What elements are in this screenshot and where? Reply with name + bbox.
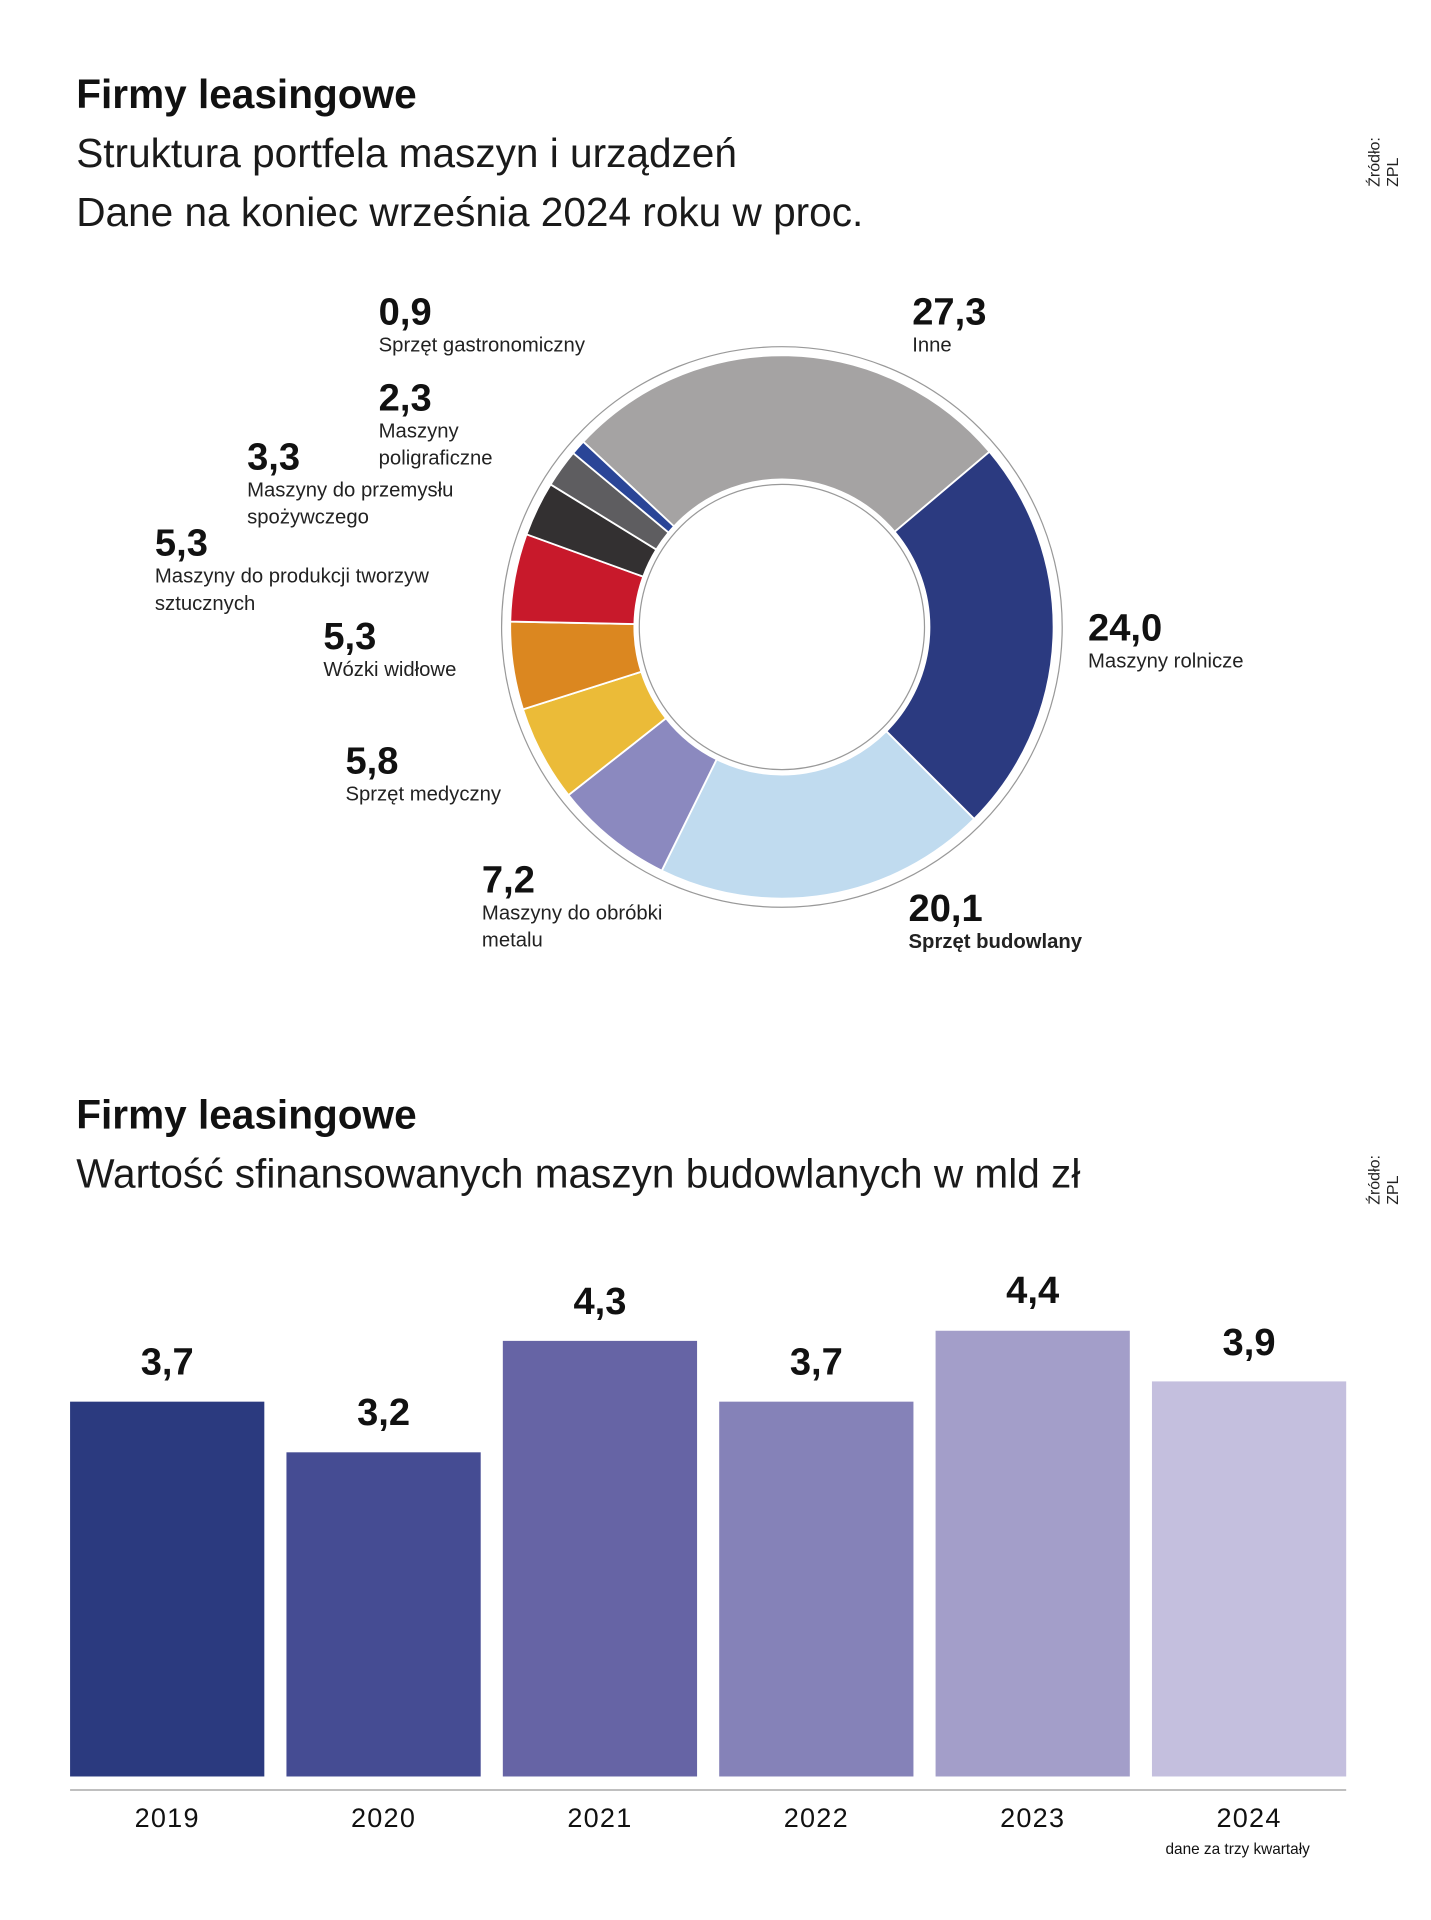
slice-value: 2,3 bbox=[378, 376, 432, 420]
slice-label: Sprzęt medyczny bbox=[345, 783, 502, 806]
x-tick-label: 2022 bbox=[783, 1802, 849, 1834]
donut-inner-ring bbox=[638, 483, 926, 771]
donut-slice bbox=[660, 729, 976, 900]
slice-label: Maszyny do przemysłu spożywczego bbox=[247, 479, 454, 529]
slice-value: 20,1 bbox=[908, 886, 983, 930]
bar bbox=[70, 1401, 265, 1777]
donut-outer-ring bbox=[500, 346, 1063, 908]
slice-value: 24,0 bbox=[1088, 606, 1163, 650]
bar-subtitle: Wartość sfinansowanych maszyn budowlanyc… bbox=[76, 1150, 1081, 1197]
x-tick-label: 2023 bbox=[1000, 1802, 1066, 1834]
slice-label: Maszyny poligraficzne bbox=[378, 420, 493, 470]
slice-label: Maszyny do produkcji tworzyw sztucznych bbox=[154, 565, 429, 615]
slice-label: Inne bbox=[912, 334, 952, 357]
slice-value: 5,3 bbox=[323, 614, 377, 658]
bar-value-label: 3,7 bbox=[789, 1340, 843, 1384]
x-tick-label: 2019 bbox=[134, 1802, 200, 1834]
donut-slice bbox=[581, 354, 991, 534]
slice-label: Maszyny do obróbki metalu bbox=[481, 902, 663, 952]
bar bbox=[502, 1340, 698, 1777]
slice-label: Sprzęt gastronomiczny bbox=[378, 334, 585, 357]
donut-subtitle-2: Dane na koniec września 2024 roku w proc… bbox=[76, 189, 864, 235]
slice-value: 7,2 bbox=[481, 858, 535, 902]
donut-subtitle-1: Struktura portfela maszyn i urządzeń bbox=[76, 130, 737, 176]
bar bbox=[935, 1330, 1130, 1777]
slice-label: Sprzęt budowlany bbox=[908, 930, 1083, 953]
bar-value-label: 4,3 bbox=[573, 1279, 627, 1323]
slice-label: Wózki widłowe bbox=[323, 658, 457, 682]
bar-title: Firmy leasingowe bbox=[76, 1091, 417, 1138]
bar-value-label: 3,7 bbox=[140, 1340, 194, 1384]
donut-slice bbox=[571, 440, 676, 534]
slice-value: 27,3 bbox=[912, 290, 987, 334]
bar bbox=[286, 1452, 481, 1777]
bar bbox=[1151, 1381, 1347, 1777]
slice-value: 5,8 bbox=[345, 738, 399, 782]
bar bbox=[719, 1401, 914, 1777]
slice-value: 5,3 bbox=[154, 521, 208, 565]
donut-slice bbox=[885, 450, 1055, 821]
bar-note: dane za trzy kwartały bbox=[1165, 1840, 1310, 1858]
slice-value: 0,9 bbox=[378, 290, 432, 334]
x-tick-label: 2020 bbox=[351, 1802, 417, 1834]
donut-chart bbox=[500, 346, 1063, 908]
bar-value-label: 4,4 bbox=[1006, 1269, 1060, 1313]
slice-value: 3,3 bbox=[247, 435, 301, 479]
donut-title: Firmy leasingowe bbox=[76, 71, 417, 117]
slice-label: Maszyny rolnicze bbox=[1088, 650, 1244, 673]
x-tick-label: 2024 bbox=[1216, 1802, 1282, 1834]
bar-value-label: 3,2 bbox=[357, 1390, 411, 1434]
bar-value-label: 3,9 bbox=[1222, 1319, 1276, 1363]
x-tick-label: 2021 bbox=[567, 1802, 633, 1834]
